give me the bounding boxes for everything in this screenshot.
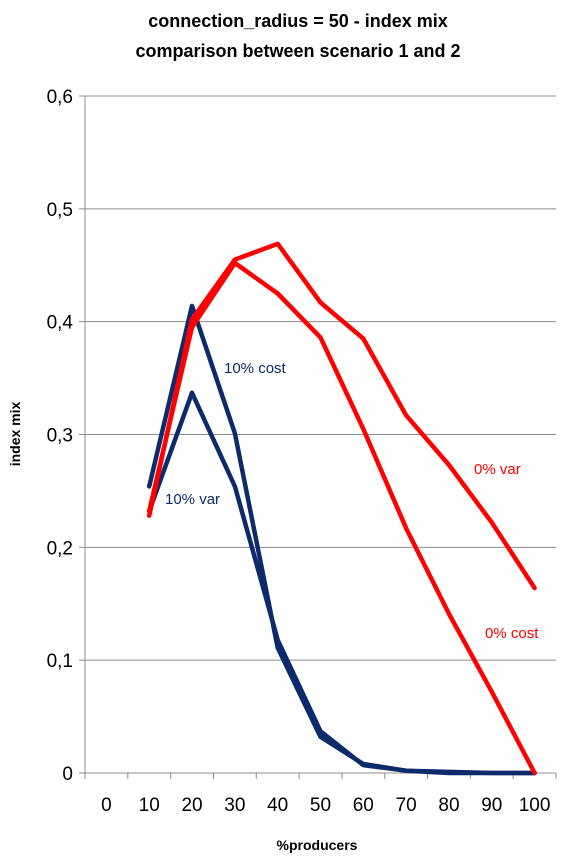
series-label-10-var: 10% var [165,491,220,508]
series-labels: 10% cost 10% var 0% cost 0% var [165,360,539,642]
series-label-10-cost: 10% cost [224,360,287,377]
y-tick-label: 0 [62,764,73,785]
x-tick-label: 70 [396,795,417,816]
series-line-10-cost [146,303,537,776]
y-axis-title: index mix [7,402,23,467]
series-label-0-cost: 0% cost [485,625,539,642]
chart-subtitle: comparison between scenario 1 and 2 [135,41,460,61]
x-tick-label: 10 [139,795,160,816]
y-tick-label: 0,2 [47,538,73,559]
y-tick-label: 0,6 [47,87,73,108]
x-tick-labels: 0 10 20 30 40 50 60 70 80 90 100 [101,795,550,816]
x-tick-label: 100 [519,795,551,816]
x-tick-label: 0 [101,795,112,816]
series-lines [146,241,537,776]
y-tick-labels: 0 0,1 0,2 0,3 0,4 0,5 0,6 [47,87,74,785]
x-tick-label: 30 [224,795,245,816]
x-tick-label: 40 [267,795,288,816]
chart-title: connection_radius = 50 - index mix [148,11,448,31]
series-line-0-var [146,241,537,591]
x-tick-label: 50 [310,795,331,816]
y-tick-label: 0,3 [47,426,73,447]
series-line-0-cost [146,260,537,776]
x-tick-label: 90 [481,795,502,816]
y-tick-label: 0,1 [47,651,73,672]
x-tick-label: 80 [438,795,459,816]
series-label-0-var: 0% var [474,461,521,478]
y-tick-label: 0,4 [47,313,74,334]
x-tick-label: 60 [353,795,374,816]
y-tick-label: 0,5 [47,200,73,221]
x-tick-label: 20 [181,795,202,816]
x-axis-title: %producers [277,837,358,853]
gridlines [85,95,556,661]
series-line-10-var [146,390,537,776]
